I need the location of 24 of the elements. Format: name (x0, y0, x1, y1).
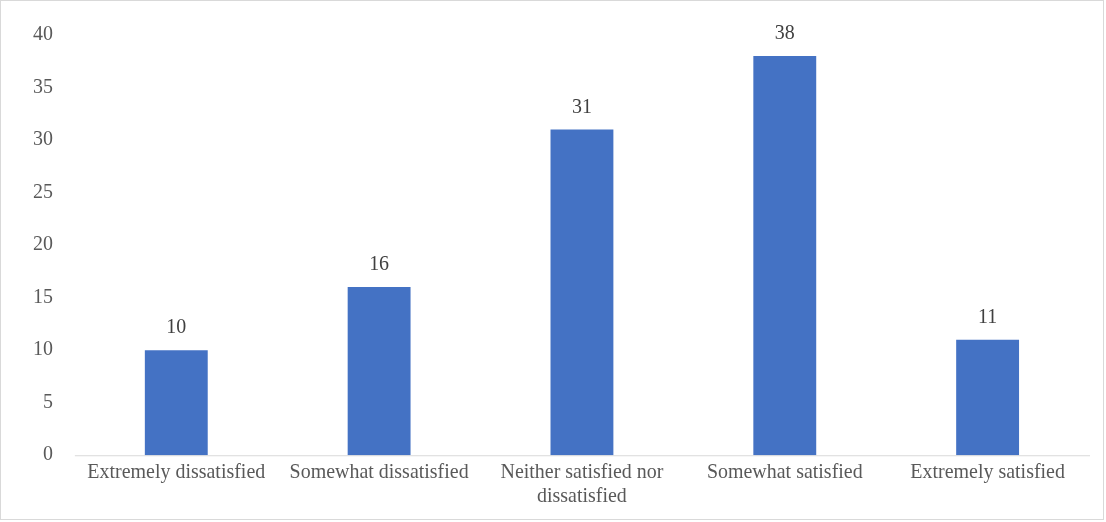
data-label: 10 (166, 315, 187, 338)
x-tick-label: Neither satisfied nor dissatisfied (500, 460, 664, 507)
bar (753, 55, 817, 456)
data-label: 38 (774, 21, 795, 44)
bar (347, 287, 411, 456)
bar (956, 339, 1020, 456)
y-tick-label: 5 (42, 389, 53, 412)
bar (144, 350, 208, 456)
data-label: 31 (571, 94, 592, 117)
y-tick-label: 30 (32, 127, 53, 150)
y-tick-label: 15 (32, 284, 53, 307)
y-tick-label: 10 (32, 337, 53, 360)
x-tick-label: Extremely dissatisfied (87, 460, 266, 484)
y-tick-label: 25 (32, 179, 53, 202)
y-tick-label: 40 (32, 22, 53, 45)
x-tick-label: Somewhat satisfied (706, 460, 863, 483)
data-label: 11 (978, 304, 998, 327)
x-tick-label: Extremely satisfied (910, 460, 1065, 484)
y-tick-label: 0 (42, 442, 53, 465)
x-tick-label: Somewhat dissatisfied (289, 460, 469, 483)
y-tick-label: 35 (32, 74, 53, 97)
y-tick-label: 20 (32, 232, 53, 255)
data-label: 16 (369, 252, 390, 275)
bar (550, 129, 614, 456)
